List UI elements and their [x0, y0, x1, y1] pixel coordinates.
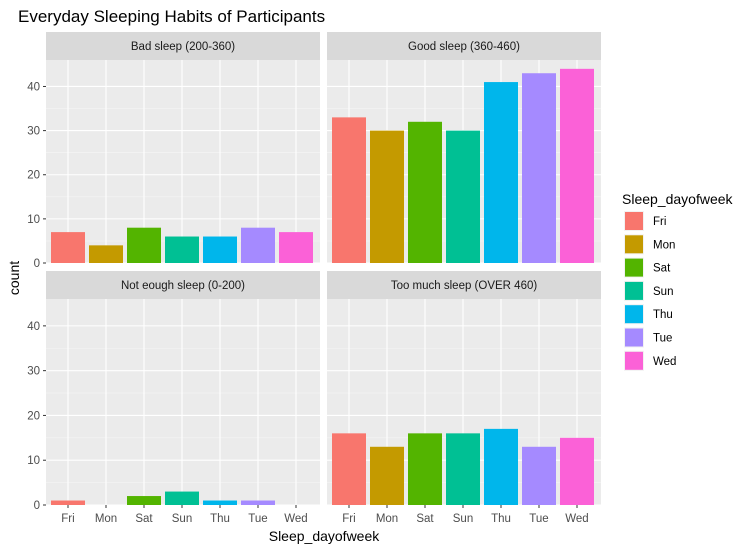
legend-swatch	[625, 258, 643, 277]
legend-swatch	[625, 212, 643, 230]
x-tick-label: Fri	[61, 513, 74, 525]
legend-item-sun: Sun	[624, 280, 673, 301]
legend-label: Fri	[653, 216, 666, 228]
legend-swatch	[625, 351, 643, 370]
bar-wed	[279, 232, 313, 263]
bar-mon	[89, 245, 123, 263]
legend-item-tue: Tue	[624, 327, 672, 348]
y-tick-label: 0	[34, 258, 40, 270]
legend-label: Tue	[653, 333, 672, 345]
bar-wed	[560, 437, 594, 505]
legend-swatch	[625, 305, 643, 324]
legend-item-sat: Sat	[624, 257, 671, 278]
legend-label: Mon	[653, 239, 675, 251]
x-tick-label: Thu	[491, 513, 511, 525]
legend-label: Thu	[653, 309, 673, 321]
x-tick-label: Tue	[248, 513, 267, 525]
y-tick-label: 20	[27, 410, 40, 422]
y-tick-label: 40	[27, 321, 40, 333]
bar-sat	[127, 227, 161, 263]
legend-swatch	[625, 328, 643, 347]
bar-sun	[446, 130, 480, 263]
bar-tue	[522, 73, 556, 263]
bar-tue	[241, 227, 275, 263]
legend-item-wed: Wed	[624, 350, 676, 371]
y-tick-label: 20	[27, 170, 40, 182]
panel-background	[46, 60, 320, 263]
legend-item-fri: Fri	[624, 211, 666, 231]
x-tick-label: Sun	[453, 513, 473, 525]
x-tick-label: Mon	[376, 513, 398, 525]
bar-fri	[51, 500, 85, 505]
x-tick-label: Tue	[529, 513, 548, 525]
x-axis-title: Sleep_dayofweek	[269, 528, 381, 544]
chart-title: Everyday Sleeping Habits of Participants	[18, 7, 325, 26]
facet-strip	[327, 32, 601, 60]
legend-item-thu: Thu	[624, 304, 673, 325]
x-tick-label: Wed	[565, 513, 588, 525]
bar-mon	[370, 446, 404, 505]
y-tick-label: 10	[27, 455, 40, 467]
legend-label: Wed	[653, 356, 676, 368]
facet-strip-label: Bad sleep (200-360)	[131, 41, 235, 53]
legend-item-mon: Mon	[624, 234, 675, 255]
y-tick-label: 30	[27, 366, 40, 378]
bar-fri	[51, 232, 85, 263]
bar-thu	[484, 428, 518, 505]
facet-panel: Too much sleep (OVER 460) Fri Mon Sat Sun Thu…	[327, 271, 601, 525]
y-axis-title: count	[6, 261, 22, 295]
y-tick-label: 0	[34, 500, 40, 512]
x-tick-label: Wed	[284, 513, 307, 525]
y-tick-label: 30	[27, 126, 40, 138]
x-tick-label: Fri	[342, 513, 355, 525]
facet-strip	[46, 32, 320, 60]
y-tick-label: 10	[27, 214, 40, 226]
x-tick-label: Sat	[416, 513, 434, 525]
legend-title: Sleep_dayofweek	[622, 191, 734, 207]
facet-strip-label: Good sleep (360-460)	[408, 41, 520, 53]
x-tick-label: Mon	[95, 513, 117, 525]
facet-panel: Not eough sleep (0-200) 0 10 20 30 40 Fri Mon Sa…	[27, 271, 320, 525]
bar-sun	[446, 433, 480, 505]
facet-strip	[327, 271, 601, 299]
bar-thu	[484, 82, 518, 263]
bar-mon	[370, 130, 404, 263]
bar-sat	[127, 496, 161, 505]
legend-label: Sun	[653, 286, 673, 298]
bar-sun	[165, 236, 199, 263]
facet-panel: Good sleep (360-460)	[327, 32, 601, 264]
bar-tue	[241, 500, 275, 505]
bar-fri	[332, 117, 366, 263]
bar-sun	[165, 491, 199, 505]
bar-thu	[203, 236, 237, 263]
x-tick-label: Sat	[135, 513, 153, 525]
facet-strip	[46, 271, 320, 299]
facet-panel: Bad sleep (200-360) 0 10 20 30 40	[27, 32, 320, 270]
bar-wed	[560, 68, 594, 264]
y-tick-label: 40	[27, 81, 40, 93]
bar-sat	[408, 121, 442, 263]
bar-fri	[332, 433, 366, 505]
bar-sat	[408, 433, 442, 505]
legend-swatch	[625, 235, 643, 254]
bar-tue	[522, 446, 556, 505]
x-tick-label: Sun	[172, 513, 192, 525]
panel-background	[46, 299, 320, 505]
legend-label: Sat	[653, 263, 671, 275]
legend-swatch	[625, 281, 643, 300]
facet-strip-label: Not eough sleep (0-200)	[121, 280, 245, 292]
legend: Sleep_dayofweek Fri Mon Sat Sun Thu Tue Wed	[622, 191, 734, 371]
facet-panels: Bad sleep (200-360) 0 10 20 30 40 Good sleep (…	[27, 32, 601, 525]
bar-thu	[203, 500, 237, 505]
facet-strip-label: Too much sleep (OVER 460)	[391, 280, 538, 292]
x-tick-label: Thu	[210, 513, 230, 525]
